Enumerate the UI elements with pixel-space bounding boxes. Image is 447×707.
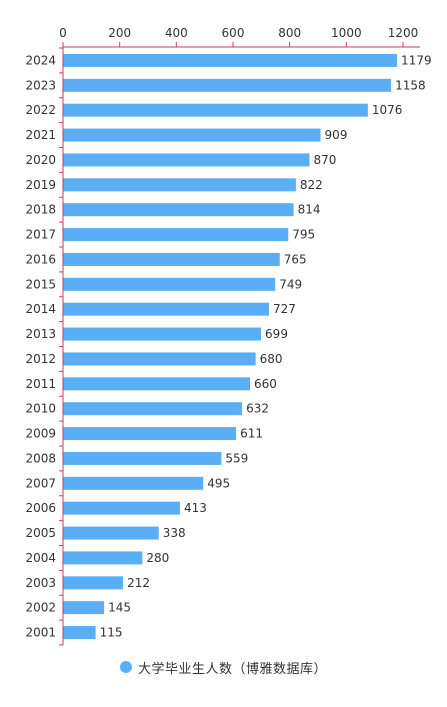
x-tick-label: 1000 [331, 26, 362, 40]
y-tick-label: 2003 [25, 576, 56, 590]
value-label: 749 [279, 277, 302, 291]
y-tick-label: 2014 [25, 302, 56, 316]
value-label: 495 [207, 476, 230, 490]
bar-2006[interactable] [63, 501, 181, 515]
legend-label: 大学毕业生人数（博雅数据库） [137, 661, 327, 677]
value-label: 280 [146, 551, 169, 565]
value-label: 145 [108, 601, 131, 615]
bar-2020[interactable] [63, 153, 310, 167]
bar-2023[interactable] [63, 78, 392, 92]
bar-2013[interactable] [63, 327, 262, 341]
bar-2024[interactable] [63, 53, 398, 67]
bar-2014[interactable] [63, 302, 269, 316]
value-label: 1179 [401, 53, 432, 67]
bar-2019[interactable] [63, 178, 296, 192]
y-tick-label: 2024 [25, 53, 56, 67]
value-label: 212 [127, 576, 150, 590]
value-label: 795 [292, 228, 315, 242]
legend-marker [119, 661, 132, 673]
y-tick-label: 2007 [25, 476, 56, 490]
value-label: 660 [254, 377, 277, 391]
value-label: 727 [273, 302, 296, 316]
bar-2007[interactable] [63, 476, 204, 490]
bar-2017[interactable] [63, 228, 289, 242]
y-tick-label: 2011 [25, 377, 56, 391]
y-tick-label: 2022 [25, 103, 56, 117]
y-tick-label: 2017 [25, 228, 56, 242]
bar-2008[interactable] [63, 451, 222, 465]
value-label: 632 [246, 402, 269, 416]
bar-2016[interactable] [63, 252, 280, 266]
y-tick-label: 2015 [25, 277, 56, 291]
axes-group: 0 200 400 600 800 1000 1200 2024 2023 2022 2021 202… [25, 26, 420, 646]
y-tick-label: 2018 [25, 203, 56, 217]
bar-2009[interactable] [63, 427, 237, 441]
value-label: 1158 [395, 78, 426, 92]
value-label: 680 [260, 352, 283, 366]
x-tick-label: 1200 [388, 26, 419, 40]
y-tick-label: 2008 [25, 451, 56, 465]
legend[interactable]: 大学毕业生人数（博雅数据库） [0, 656, 447, 678]
bar-2015[interactable] [63, 277, 276, 291]
y-tick-label: 2005 [25, 526, 56, 540]
bar-2018[interactable] [63, 203, 294, 217]
y-tick-label: 2010 [25, 402, 56, 416]
x-tick-label: 0 [59, 26, 67, 40]
bar-2021[interactable] [63, 128, 321, 142]
value-label: 814 [298, 203, 321, 217]
bar-2002[interactable] [63, 601, 105, 615]
value-label: 115 [100, 626, 123, 640]
y-tick-label: 2020 [25, 153, 56, 167]
y-tick-label: 2006 [25, 501, 56, 515]
value-label: 413 [184, 501, 207, 515]
bar-2003[interactable] [63, 576, 124, 590]
value-label: 699 [265, 327, 288, 341]
value-label: 909 [325, 128, 348, 142]
value-label: 1076 [372, 103, 403, 117]
bar-2004[interactable] [63, 551, 143, 565]
y-tick-label: 2013 [25, 327, 56, 341]
bar-2022[interactable] [63, 103, 368, 117]
bar-2001[interactable] [63, 626, 96, 640]
value-label: 822 [300, 178, 323, 192]
y-tick-label: 2019 [25, 178, 56, 192]
bar-2010[interactable] [63, 402, 243, 416]
bars-group: 1179 1158 1076 909 870 822 814 795 765 749 727 699 6… [63, 53, 432, 640]
y-tick-label: 2021 [25, 128, 56, 142]
x-tick-label: 800 [278, 26, 301, 40]
y-tick-label: 2002 [25, 601, 56, 615]
y-tick-label: 2023 [25, 78, 56, 92]
bar-2005[interactable] [63, 526, 159, 540]
value-label: 338 [163, 526, 186, 540]
y-tick-label: 2016 [25, 252, 56, 266]
y-tick-label: 2009 [25, 427, 56, 441]
bar-2012[interactable] [63, 352, 256, 366]
value-label: 611 [240, 427, 263, 441]
y-tick-label: 2001 [25, 626, 56, 640]
y-tick-label: 2004 [25, 551, 56, 565]
value-label: 765 [284, 252, 307, 266]
x-tick-label: 200 [108, 26, 131, 40]
x-tick-label: 400 [165, 26, 188, 40]
y-tick-label: 2012 [25, 352, 56, 366]
bar-2011[interactable] [63, 377, 251, 391]
value-label: 870 [314, 153, 337, 167]
x-tick-label: 600 [222, 26, 245, 40]
value-label: 559 [225, 451, 248, 465]
